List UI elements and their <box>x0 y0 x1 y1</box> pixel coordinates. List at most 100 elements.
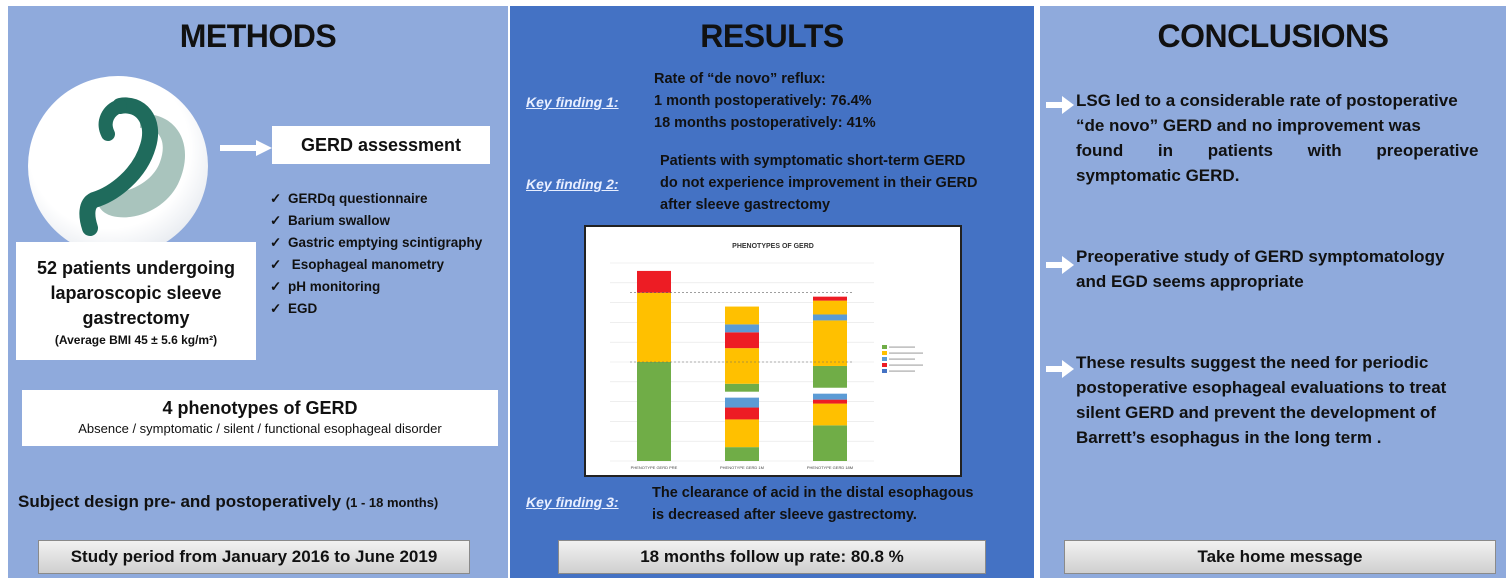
arrow-right-icon <box>1046 256 1074 274</box>
stomach-logo <box>28 76 208 256</box>
patients-box: 52 patients undergoing laparoscopic slee… <box>16 242 256 360</box>
chart-bar-segment <box>813 393 847 400</box>
conclusions-panel: CONCLUSIONS LSG led to a considerable ra… <box>1040 6 1506 578</box>
chart-bar-segment <box>725 383 759 392</box>
chart-bar-segment <box>813 399 847 404</box>
chart-bar-segment <box>725 419 759 448</box>
chart-bar-segment <box>637 292 671 362</box>
conclusion-line: Preoperative study of GERD symptomatolog… <box>1076 247 1445 266</box>
conclusion-line: Barrett’s esophagus in the long term . <box>1076 428 1382 447</box>
check-icon: ✓ <box>270 235 282 250</box>
key-finding-line: Patients with symptomatic short-term GER… <box>660 153 966 169</box>
checklist-label: pH monitoring <box>288 279 381 294</box>
key-finding-line: 18 months postoperatively: 41% <box>654 115 876 131</box>
checklist-label: Esophageal manometry <box>288 257 445 272</box>
chart-tick-label: PHENOTYPE GERD PRE <box>631 465 678 470</box>
chart-svg: PHENOTYPE GERD PRE PHENOTYPE GERD 1M PHENO… <box>610 262 923 470</box>
take-home-button: Take home message <box>1064 540 1496 574</box>
conclusion-line: LSG led to a considerable rate of postop… <box>1076 91 1458 110</box>
chart-bar-segment <box>813 314 847 321</box>
subject-design: Subject design pre- and postoperatively … <box>18 492 438 512</box>
key-finding-line: 1 month postoperatively: 76.4% <box>654 93 872 109</box>
checklist-item: ✓ Esophageal manometry <box>270 254 482 276</box>
check-icon: ✓ <box>270 191 282 206</box>
chart-bar-segment <box>725 447 759 461</box>
checklist-item: ✓ Barium swallow <box>270 210 482 232</box>
results-title: RESULTS <box>700 18 844 54</box>
chart-bar-segment <box>813 425 847 461</box>
conclusion-line: symptomatic GERD. <box>1076 166 1240 185</box>
chart-legend-label <box>889 358 915 360</box>
key-finding-2-text: Patients with symptomatic short-term GER… <box>660 150 977 216</box>
chart-bar-segment <box>725 306 759 325</box>
patients-line-3: gastrectomy <box>82 308 190 328</box>
patients-line-1: 52 patients undergoing <box>36 258 236 278</box>
chart-bar-segment <box>813 296 847 301</box>
key-finding-1-label: Key finding 1: <box>526 94 619 110</box>
chart-legend-swatch <box>882 351 887 355</box>
conclusions-title: CONCLUSIONS <box>1157 18 1389 54</box>
key-finding-line: Rate of “de novo” reflux: <box>654 71 826 87</box>
assessment-checklist: ✓ GERDq questionnaire ✓ Barium swallow ✓ Ga… <box>270 188 482 320</box>
chart-legend-label <box>889 346 915 348</box>
check-icon: ✓ <box>270 257 282 272</box>
gerd-assessment-box: GERD assessment <box>272 126 490 164</box>
arrow-right-icon <box>1046 360 1074 378</box>
check-icon: ✓ <box>270 301 282 316</box>
chart-bar-segment <box>725 397 759 408</box>
chart-bar-segment <box>637 270 671 293</box>
checklist-item: ✓ pH monitoring <box>270 276 482 298</box>
arrow-right-icon <box>220 140 272 156</box>
key-finding-2-label: Key finding 2: <box>526 176 619 192</box>
chart-legend-label <box>889 364 923 366</box>
chart-bar-segment <box>813 320 847 366</box>
checklist-item: ✓ GERDq questionnaire <box>270 188 482 210</box>
key-finding-3-text: The clearance of acid in the distal esop… <box>652 482 974 526</box>
design-range: (1 - 18 months) <box>345 495 439 510</box>
patients-line-2: laparoscopic sleeve <box>50 283 222 303</box>
conclusion-item-1: LSG led to a considerable rate of postop… <box>1076 88 1502 188</box>
chart-legend-label <box>889 370 915 372</box>
arrow-right-icon <box>1046 96 1074 114</box>
conclusion-line: found in patients with preoperative <box>1076 141 1479 160</box>
checklist-label: GERDq questionnaire <box>288 191 428 206</box>
conclusion-line: and EGD seems appropriate <box>1076 272 1304 291</box>
stomach-icon <box>79 97 186 236</box>
chart-bar-segment <box>637 362 671 461</box>
key-finding-1-text: Rate of “de novo” reflux: 1 month postop… <box>654 68 876 134</box>
conclusion-item-2: Preoperative study of GERD symptomatolog… <box>1076 244 1502 294</box>
chart-title: PHENOTYPES OF GERD <box>732 243 814 250</box>
key-finding-line: do not experience improvement in their G… <box>660 175 978 191</box>
conclusion-line: “de novo” GERD and no improvement was <box>1076 116 1421 135</box>
check-icon: ✓ <box>270 213 282 228</box>
chart-bar-segment <box>725 348 759 384</box>
conclusion-line: silent GERD and prevent the development … <box>1076 403 1436 422</box>
chart-bar-segment <box>725 407 759 420</box>
chart-bar-segment <box>813 365 847 388</box>
checklist-label: Gastric emptying scintigraphy <box>288 235 483 250</box>
key-finding-line: after sleeve gastrectomy <box>660 197 831 213</box>
phenotypes-chart: PHENOTYPES OF GERD PHENOTYPE GERD PRE PHE… <box>584 225 962 477</box>
chart-bar-segment <box>813 403 847 426</box>
chart-bar-segment <box>813 300 847 315</box>
phenotypes-subtitle: Absence / symptomatic / silent / functio… <box>78 421 442 436</box>
checklist-label: Barium swallow <box>288 213 391 228</box>
checklist-item: ✓ Gastric emptying scintigraphy <box>270 232 482 254</box>
check-icon: ✓ <box>270 279 282 294</box>
phenotypes-title: 4 phenotypes of GERD <box>162 398 358 418</box>
conclusion-line: postoperative esophageal evaluations to … <box>1076 378 1447 397</box>
chart-legend-swatch <box>882 363 887 367</box>
conclusion-line: These results suggest the need for perio… <box>1076 353 1429 372</box>
methods-panel: METHODS GERD assessment ✓ GERDq questionn… <box>8 6 508 578</box>
conclusion-item-3: These results suggest the need for perio… <box>1076 350 1502 450</box>
study-period-button: Study period from January 2016 to June 2… <box>38 540 470 574</box>
key-finding-line: is decreased after sleeve gastrectomy. <box>652 507 917 523</box>
methods-title: METHODS <box>179 18 337 54</box>
follow-up-button: 18 months follow up rate: 80.8 % <box>558 540 986 574</box>
checklist-label: EGD <box>288 301 318 316</box>
phenotypes-box: 4 phenotypes of GERD Absence / symptomat… <box>22 390 498 446</box>
chart-tick-label: PHENOTYPE GERD 18M <box>807 465 853 470</box>
bmi-text: (Average BMI 45 ± 5.6 kg/m²) <box>54 333 218 347</box>
chart-legend-label <box>889 352 923 354</box>
chart-tick-label: PHENOTYPE GERD 1M <box>720 465 764 470</box>
